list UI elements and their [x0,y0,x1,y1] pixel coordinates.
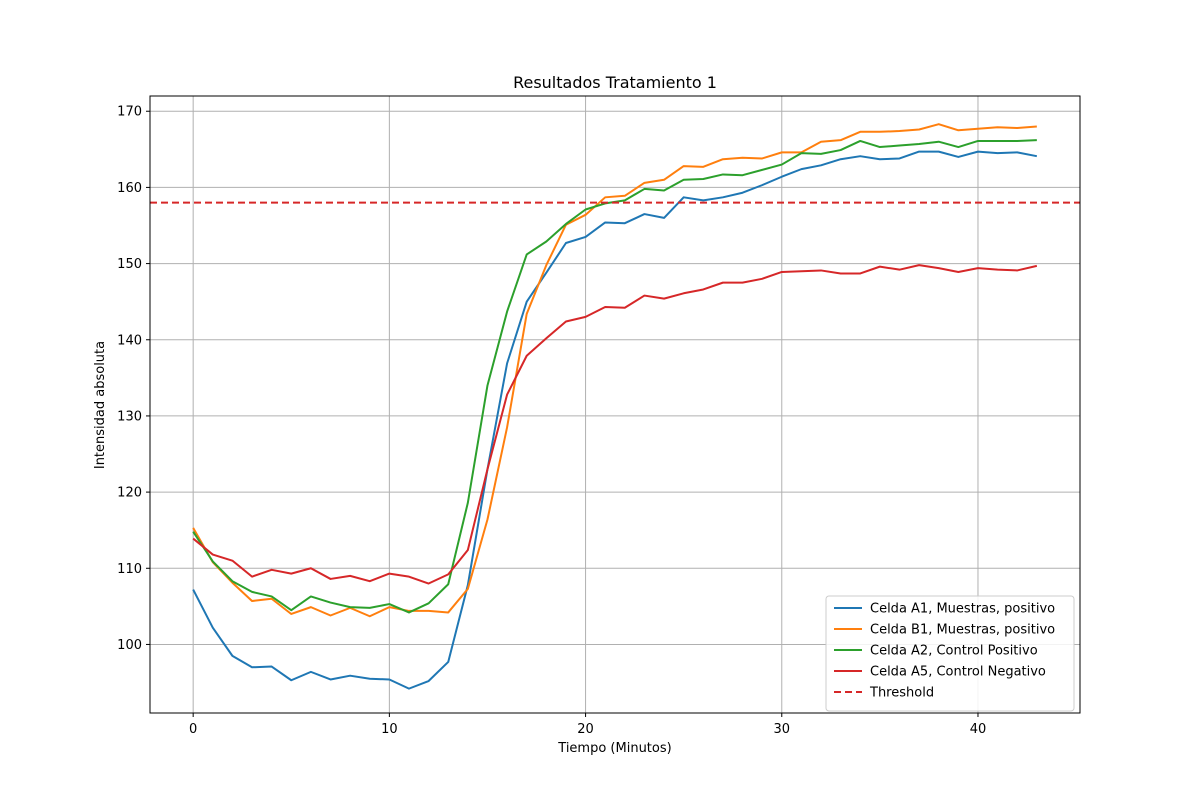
y-tick-label: 170 [117,105,142,120]
legend-label: Celda A2, Control Positivo [870,644,1038,659]
y-tick-label: 110 [117,562,142,577]
x-tick-label: 10 [381,722,398,737]
x-axis-label: Tiempo (Minutos) [557,741,671,756]
series-line-4 [192,264,1038,585]
y-tick-label: 160 [117,181,142,196]
y-tick-label: 130 [117,409,142,424]
legend-box [825,595,1075,712]
series-line-2 [192,123,1037,618]
x-tick-label: 40 [970,722,987,737]
x-tick-label: 20 [577,722,594,737]
y-tick-label: 120 [117,486,142,501]
x-tick-label: 0 [189,722,197,737]
y-tick-label: 140 [117,333,142,348]
x-tick-label: 30 [773,722,790,737]
legend-label: Celda A1, Muestras, positivo [870,602,1055,617]
chart-title: Resultados Tratamiento 1 [513,73,717,92]
axis-ticks: 0 10 20 30 40 100 110 120 130 140 150 160 170 [117,105,986,737]
legend-label: Celda B1, Muestras, positivo [870,623,1055,638]
legend-label: Celda A5, Control Negativo [870,665,1046,680]
series-lines [150,123,1080,690]
y-tick-label: 100 [117,638,142,653]
y-axis-label: Intensidad absoluta [93,341,108,469]
legend-label: Threshold [869,686,934,701]
legend: Celda A1, Muestras, positivo Celda B1, Mu… [825,595,1075,712]
series-line-1 [192,150,1038,690]
grid [150,96,1080,713]
y-tick-label: 150 [117,257,142,272]
plot-frame [149,95,1081,714]
